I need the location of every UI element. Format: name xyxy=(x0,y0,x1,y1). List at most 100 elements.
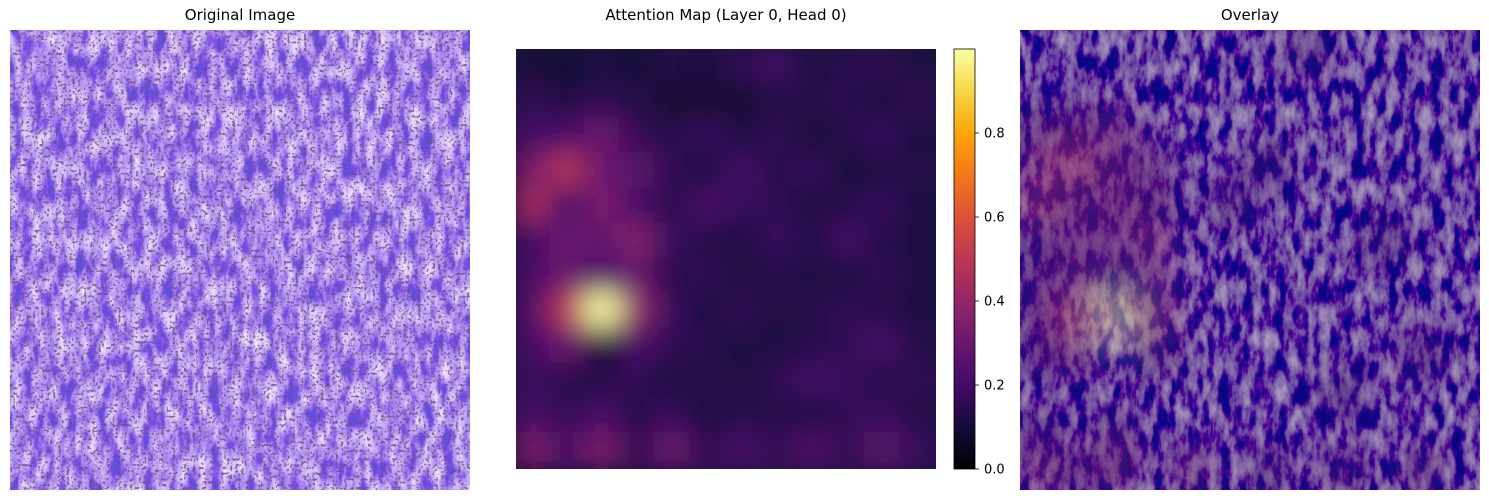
heatmap-cell xyxy=(1094,143,1137,186)
heatmap-cell xyxy=(1020,219,1061,262)
original-image-title: Original Image xyxy=(184,6,296,24)
overlay-image xyxy=(1020,30,1480,490)
heatmap-cell xyxy=(549,222,588,261)
heatmap-cell xyxy=(549,257,588,296)
heatmap-cell xyxy=(549,117,588,156)
heatmap-cell xyxy=(759,49,798,86)
heatmap-cell xyxy=(689,397,728,436)
heatmap-cell xyxy=(1133,143,1176,186)
colorbar-tick-label: 0.4 xyxy=(984,295,1005,310)
heatmap-cell xyxy=(516,222,553,261)
heatmap-cell xyxy=(1020,334,1061,377)
heatmap-cell xyxy=(1020,104,1061,147)
heatmap-cell xyxy=(619,292,658,331)
heatmap-cell xyxy=(1133,181,1176,224)
heatmap-cell xyxy=(724,187,763,226)
heatmap-cell xyxy=(689,292,728,331)
heatmap-cell xyxy=(794,257,833,296)
heatmap-cell xyxy=(584,362,623,401)
heatmap-cell xyxy=(689,327,728,366)
heatmap-cell xyxy=(899,257,936,296)
heatmap-cell xyxy=(619,362,658,401)
heatmap-cell xyxy=(654,152,693,191)
heatmap-cell xyxy=(724,327,763,366)
heatmap-cell xyxy=(654,222,693,261)
colorbar-ticks: 0.0 0.2 0.4 0.6 0.8 xyxy=(975,127,1005,478)
heatmap-cell xyxy=(1020,258,1061,301)
heatmap-cell xyxy=(584,432,623,469)
heatmap-cell xyxy=(829,397,868,436)
heatmap-cell xyxy=(829,292,868,331)
heatmap-cell xyxy=(689,362,728,401)
heatmap-cell xyxy=(1056,334,1099,377)
heatmap-cell xyxy=(899,117,936,156)
heatmap-cell xyxy=(549,187,588,226)
heatmap-cell xyxy=(724,397,763,436)
original-image xyxy=(10,30,470,490)
heatmap-cell xyxy=(654,82,693,121)
heatmap-cell xyxy=(516,187,553,226)
heatmap-cell xyxy=(1209,181,1252,224)
heatmap-cell xyxy=(619,327,658,366)
heatmap-cell xyxy=(864,152,903,191)
heatmap-cell xyxy=(654,49,693,86)
heatmap-cell xyxy=(724,257,763,296)
heatmap-cell xyxy=(1020,143,1061,186)
heatmap-cell xyxy=(1324,373,1367,416)
heatmap-cell xyxy=(829,117,868,156)
heatmap-cell xyxy=(1401,449,1444,490)
heatmap-cell xyxy=(584,222,623,261)
heatmap-cell xyxy=(899,292,936,331)
heatmap-cell xyxy=(1286,30,1329,71)
heatmap-cell xyxy=(619,257,658,296)
heatmap-cell xyxy=(759,292,798,331)
heatmap-cell xyxy=(794,292,833,331)
heatmap-cell xyxy=(516,117,553,156)
heatmap-cell xyxy=(759,257,798,296)
heatmap-cell xyxy=(829,362,868,401)
heatmap-cell xyxy=(759,152,798,191)
heatmap-cell xyxy=(516,82,553,121)
heatmap-cell xyxy=(829,49,868,86)
heatmap-cell xyxy=(829,152,868,191)
heatmap-cells xyxy=(516,49,936,469)
heatmap-cell xyxy=(549,152,588,191)
heatmap-cell xyxy=(794,117,833,156)
heatmap-cell xyxy=(516,432,553,469)
heatmap-cell xyxy=(829,257,868,296)
heatmap-cell xyxy=(654,257,693,296)
heatmap-cell xyxy=(619,117,658,156)
heatmap-cell xyxy=(619,152,658,191)
attention-peak xyxy=(1094,296,1137,324)
heatmap-cell xyxy=(584,257,623,296)
heatmap-cell xyxy=(724,152,763,191)
heatmap-cell xyxy=(829,327,868,366)
colorbar-tick-label: 0.6 xyxy=(984,211,1005,226)
heatmap-cell xyxy=(864,257,903,296)
heatmap-cell xyxy=(1363,219,1406,262)
heatmap-cell xyxy=(899,432,936,469)
heatmap-cell xyxy=(516,257,553,296)
heatmap-cell xyxy=(584,397,623,436)
heatmap-cell xyxy=(794,327,833,366)
heatmap-cell xyxy=(1133,334,1176,377)
heatmap-cell xyxy=(864,82,903,121)
heatmap-cell xyxy=(1133,219,1176,262)
heatmap-cell xyxy=(516,327,553,366)
heatmap-cell xyxy=(584,327,623,366)
heatmap-cell xyxy=(864,49,903,86)
heatmap-cell xyxy=(689,49,728,86)
heatmap-cell xyxy=(549,292,588,331)
heatmap-cell xyxy=(864,117,903,156)
heatmap-cell xyxy=(1020,296,1061,339)
heatmap-cell xyxy=(619,187,658,226)
heatmap-cell xyxy=(1171,449,1214,490)
heatmap-cell xyxy=(899,397,936,436)
heatmap-cell xyxy=(619,82,658,121)
heatmap-cell xyxy=(654,432,693,469)
heatmap-cell xyxy=(549,432,588,469)
heatmap-cell xyxy=(1248,449,1291,490)
tissue-nuclei xyxy=(10,30,470,490)
heatmap-cell xyxy=(584,49,623,86)
heatmap-cell xyxy=(899,82,936,121)
